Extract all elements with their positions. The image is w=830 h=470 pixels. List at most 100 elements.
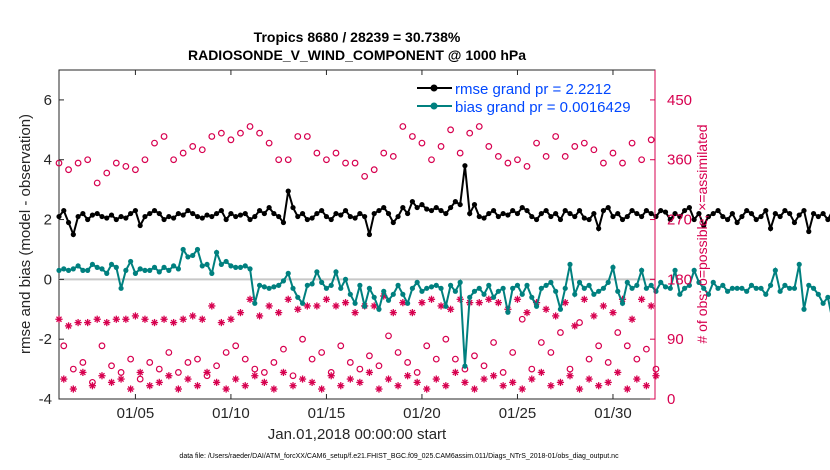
rmse-point [352, 215, 358, 221]
rmse-point [777, 213, 783, 220]
rmse-point [471, 201, 478, 208]
obs-assimilated-marker [609, 308, 617, 317]
rmse-point [467, 210, 473, 217]
rmse-point [495, 213, 501, 220]
rmse-point [452, 199, 458, 205]
obs-assimilated-marker [423, 385, 431, 393]
obs-possible-marker [122, 162, 130, 170]
bias-point [347, 291, 353, 297]
bias-point [514, 282, 521, 288]
asterisk-stroke [633, 376, 640, 383]
bias-point [533, 303, 540, 309]
bias-point [471, 288, 478, 294]
rmse-point [161, 216, 167, 223]
obs-possible-marker [151, 139, 158, 147]
obs-assimilated-marker [394, 382, 402, 390]
rmse-point [763, 207, 769, 214]
rmse-point [772, 210, 778, 217]
obs-assimilated-marker [332, 302, 340, 310]
obs-possible-marker [499, 369, 507, 376]
asterisk-stroke [500, 382, 507, 389]
rmse-point [658, 207, 664, 214]
bias-point [682, 285, 688, 291]
bias-point [634, 282, 640, 288]
rmse-point [185, 207, 191, 214]
obs-assimilated-marker [93, 315, 101, 323]
obs-assimilated-marker [222, 385, 230, 393]
obs-possible-marker [256, 129, 263, 137]
bias-point [639, 267, 645, 273]
obs-assimilated-marker [566, 372, 574, 380]
rmse-point [538, 210, 544, 217]
asterisk-stroke [118, 376, 125, 383]
obs-assimilated-marker [246, 295, 254, 303]
asterisk-stroke [624, 386, 631, 393]
obs-possible-marker [60, 342, 68, 350]
x-tick-label: 01/15 [308, 405, 346, 422]
bias-point [276, 282, 282, 288]
obs-possible-marker [303, 133, 311, 140]
obs-assimilated-marker [547, 382, 555, 390]
obs-possible-marker [442, 335, 450, 343]
obs-possible-marker [275, 156, 283, 164]
x-tick-label: 01/05 [117, 405, 155, 422]
obs-possible-marker [213, 362, 220, 370]
asterisk-stroke [638, 296, 645, 303]
rmse-point [629, 207, 635, 214]
asterisk-stroke [461, 379, 468, 386]
obs-assimilated-marker [580, 295, 588, 303]
asterisk-stroke [204, 369, 211, 376]
bias-point [190, 252, 196, 259]
asterisk-stroke [285, 296, 292, 303]
asterisk-stroke [342, 299, 349, 306]
obs-possible-marker [619, 159, 626, 167]
obs-possible-marker [184, 359, 192, 366]
asterisk-stroke [514, 296, 521, 303]
bias-point [500, 285, 506, 291]
obs-assimilated-marker [112, 315, 120, 323]
obs-assimilated-marker [537, 368, 545, 377]
bias-point [113, 264, 119, 270]
obs-assimilated-marker [284, 295, 292, 303]
rmse-point [280, 219, 287, 226]
obs-assimilated-marker [198, 315, 206, 323]
asterisk-stroke [366, 369, 373, 376]
rmse-point [108, 212, 115, 218]
bias-point [734, 285, 740, 291]
asterisk-stroke [567, 372, 573, 379]
rmse-point [266, 204, 272, 211]
rmse-point [233, 213, 239, 220]
bias-point [252, 300, 258, 306]
bias-point [562, 285, 568, 291]
asterisk-stroke [414, 379, 421, 386]
obs-possible-marker [112, 159, 120, 167]
rmse-point [653, 213, 659, 220]
asterisk-stroke [356, 379, 363, 386]
asterisk-stroke [590, 312, 597, 319]
asterisk-stroke [605, 379, 612, 386]
bias-point [166, 267, 172, 273]
rmse-point [433, 204, 439, 211]
obs-possible-marker [361, 172, 369, 180]
obs-possible-marker [346, 359, 354, 366]
rmse-point [242, 210, 248, 217]
rmse-point [156, 210, 162, 217]
bias-point [85, 267, 91, 273]
obs-assimilated-marker [461, 378, 469, 386]
asterisk-stroke [552, 312, 559, 319]
asterisk-stroke [600, 302, 607, 309]
rmse-point [576, 207, 583, 214]
asterisk-stroke [586, 376, 593, 383]
obs-assimilated-marker [447, 305, 455, 313]
rmse-point [132, 207, 139, 214]
rmse-point [123, 215, 129, 221]
y-tick-label: 2 [44, 212, 52, 229]
rmse-point [276, 213, 282, 220]
bias-point [89, 261, 96, 268]
obs-possible-marker [260, 369, 268, 376]
rmse-point [85, 216, 91, 223]
rmse-point [639, 213, 645, 220]
bias-point [486, 282, 492, 288]
rmse-point [247, 216, 253, 223]
rmse-point [457, 201, 463, 208]
